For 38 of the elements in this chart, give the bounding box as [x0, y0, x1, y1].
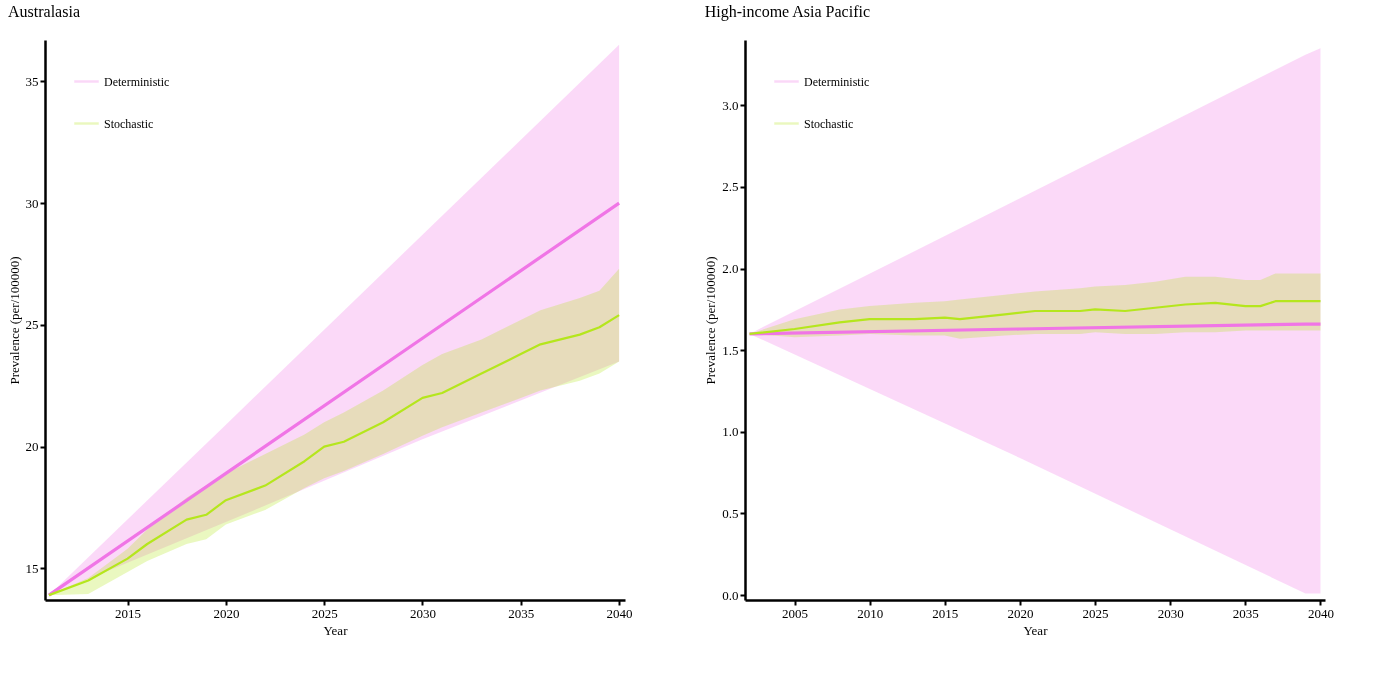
x-tick-label: 2025 [311, 605, 338, 621]
y-tick-label: 20 [25, 439, 39, 455]
x-tick-label: 2010 [857, 605, 884, 621]
y-tick-label: 1.5 [722, 342, 739, 358]
y-tick-label: 0.5 [722, 505, 739, 521]
legend-label: Deterministic [104, 74, 170, 89]
line-series [748, 300, 1322, 335]
chart-title: Australasia [8, 3, 80, 20]
x-tick-label: 2020 [213, 605, 240, 621]
x-tick-label: 2020 [1007, 605, 1034, 621]
y-tick-label: 0.0 [722, 587, 739, 603]
y-tick-label: 3.0 [722, 97, 739, 113]
y-tick-label: 1.0 [722, 424, 739, 440]
x-tick-label: 2030 [1157, 605, 1184, 621]
chart-title: High-income Asia Pacific [704, 3, 871, 21]
y-tick-label: 2.5 [722, 179, 739, 195]
x-tick-label: 2005 [782, 605, 809, 621]
legend-label: Stochastic [804, 116, 854, 131]
line-series [47, 201, 621, 597]
y-axis-title: Prevalence (per/100000) [6, 256, 22, 385]
x-tick-label: 2035 [1232, 605, 1259, 621]
y-tick-label: 2.0 [722, 261, 739, 277]
x-tick-label: 2015 [115, 605, 142, 621]
legend-label: Stochastic [104, 116, 154, 131]
y-tick-label: 25 [25, 317, 39, 333]
legend-label: Deterministic [804, 74, 870, 89]
x-tick-label: 2040 [606, 605, 633, 621]
x-axis-title: Year [1023, 622, 1049, 638]
y-tick-label: 15 [25, 560, 39, 576]
x-tick-label: 2035 [508, 605, 535, 621]
x-axis-title: Year [323, 622, 349, 638]
y-axis-title: Prevalence (per/100000) [703, 256, 719, 385]
y-tick-label: 35 [25, 73, 39, 89]
x-tick-label: 2040 [1307, 605, 1334, 621]
x-tick-label: 2015 [932, 605, 959, 621]
x-tick-label: 2025 [1082, 605, 1109, 621]
y-tick-label: 30 [25, 195, 39, 211]
x-tick-label: 2030 [409, 605, 436, 621]
